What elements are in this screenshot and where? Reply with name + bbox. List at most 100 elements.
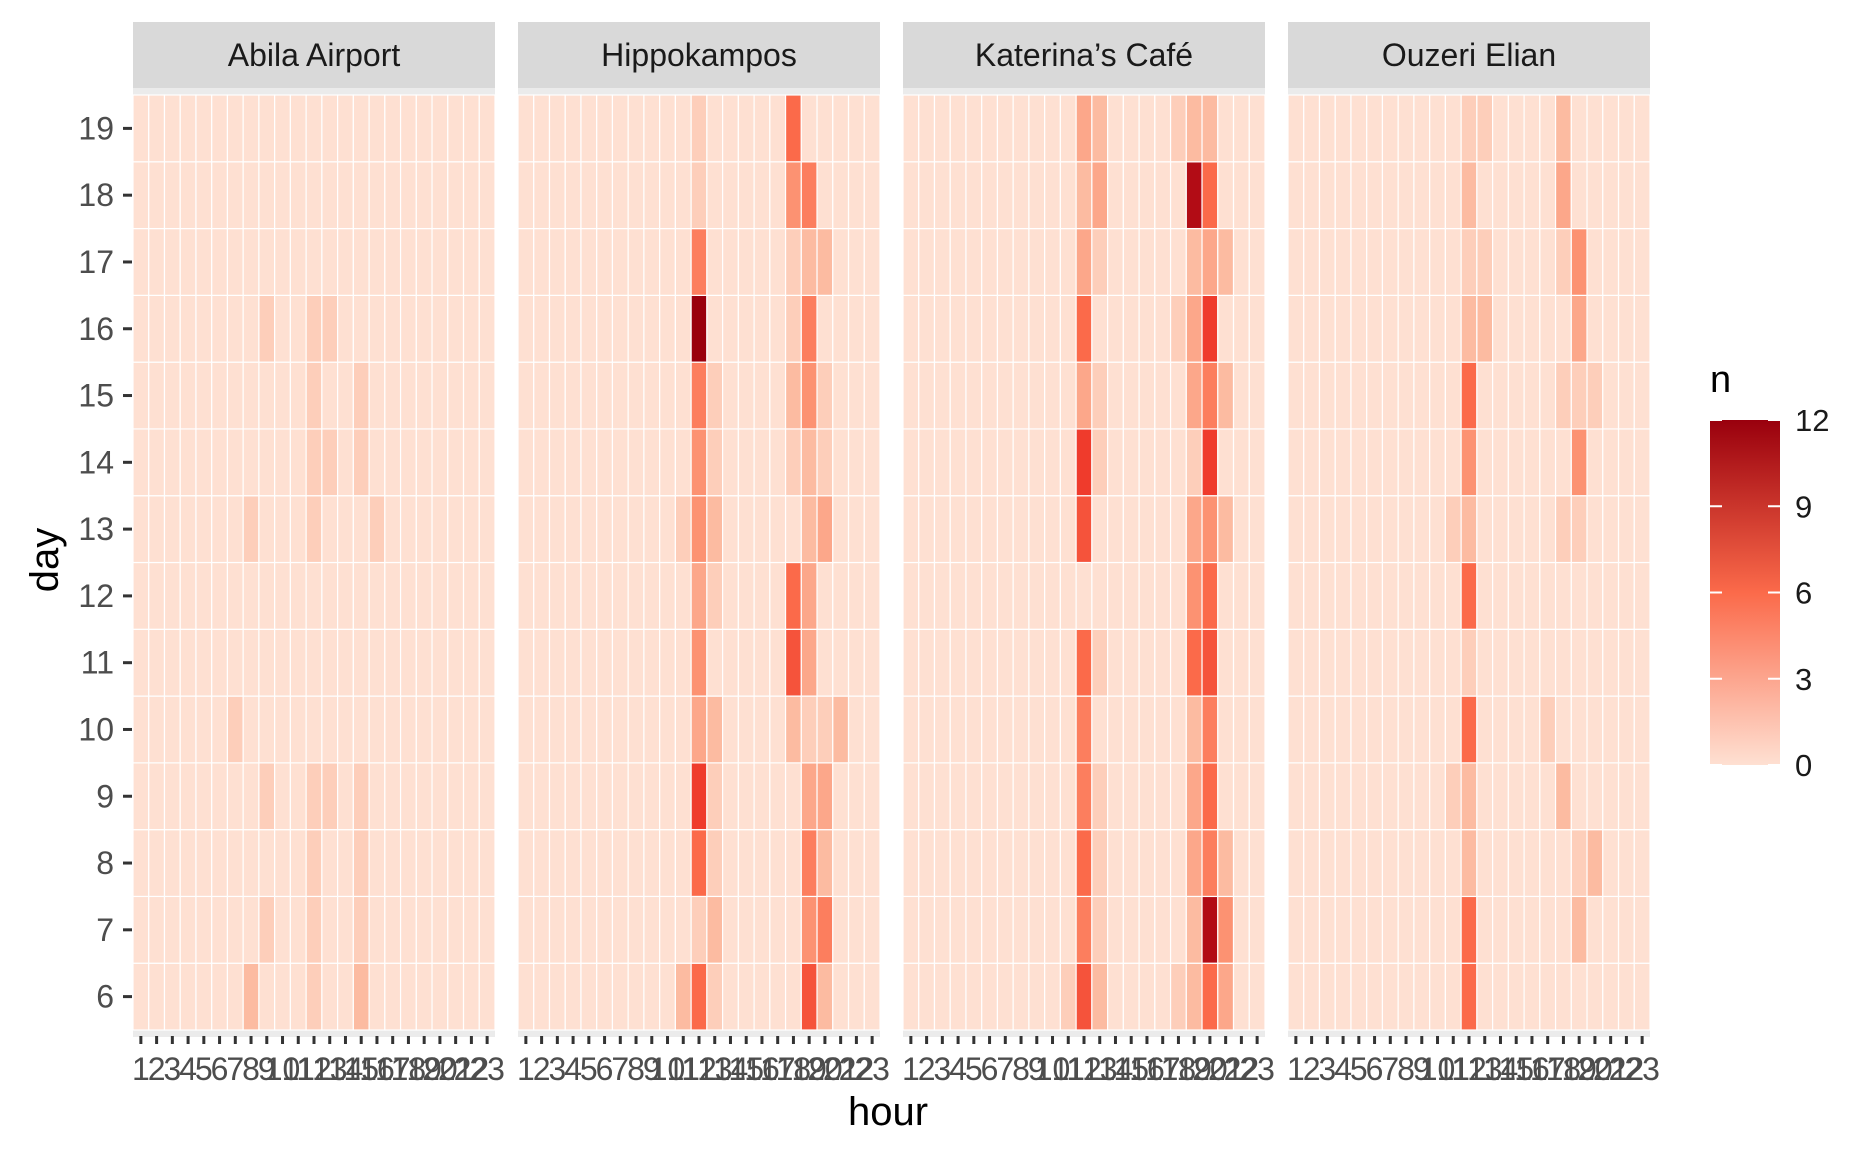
- heatmap-tile: [478, 227, 496, 296]
- heatmap-tile: [1318, 227, 1336, 296]
- heatmap-tile: [816, 561, 834, 630]
- heatmap-tile: [753, 94, 771, 163]
- heatmap-tile: [1476, 428, 1494, 497]
- heatmap-tile: [148, 762, 166, 831]
- heatmap-tile: [462, 361, 480, 430]
- heatmap-tile: [368, 227, 386, 296]
- heatmap-tile: [784, 227, 802, 296]
- heatmap-tile: [226, 161, 244, 230]
- heatmap-tile: [902, 829, 920, 898]
- heatmap-tile: [1232, 161, 1250, 230]
- heatmap-tile: [627, 561, 645, 630]
- heatmap-tile: [706, 428, 724, 497]
- heatmap-tile: [1107, 361, 1124, 430]
- heatmap-tile: [352, 361, 370, 430]
- heatmap-tile: [1154, 428, 1172, 497]
- heatmap-tile: [274, 428, 291, 497]
- heatmap-tile: [1492, 762, 1509, 831]
- heatmap-tile: [847, 695, 865, 764]
- heatmap-tile: [949, 628, 967, 697]
- heatmap-tile: [722, 628, 739, 697]
- heatmap-tile: [163, 227, 181, 296]
- heatmap-tile: [431, 294, 449, 363]
- heatmap-tile: [1444, 361, 1462, 430]
- heatmap-tile: [1232, 895, 1250, 964]
- heatmap-tile: [706, 561, 724, 630]
- heatmap-tile: [564, 361, 582, 430]
- heatmap-tile: [1444, 962, 1462, 1031]
- heatmap-tile: [415, 628, 433, 697]
- heatmap-tile: [548, 361, 566, 430]
- heatmap-tile: [1169, 428, 1187, 497]
- heatmap-tile: [195, 227, 213, 296]
- heatmap-tile: [352, 561, 370, 630]
- heatmap-tile: [580, 94, 598, 163]
- heatmap-tile: [996, 962, 1014, 1031]
- heatmap-tile: [415, 227, 433, 296]
- heatmap-tile: [211, 895, 229, 964]
- x-tick-label: 19: [406, 1051, 442, 1087]
- heatmap-tile: [690, 895, 708, 964]
- heatmap-tile: [722, 161, 739, 230]
- heatmap-tile: [816, 294, 834, 363]
- heatmap-tile: [1586, 962, 1604, 1031]
- heatmap-tile: [447, 428, 465, 497]
- heatmap-tile: [737, 428, 755, 497]
- heatmap-tile: [902, 962, 920, 1031]
- facet-strip-label: Hippokampos: [601, 37, 797, 73]
- heatmap-tile: [148, 628, 166, 697]
- heatmap-tile: [1429, 628, 1446, 697]
- heatmap-tile: [564, 294, 582, 363]
- heatmap-tile: [1232, 361, 1250, 430]
- heatmap-tile: [1397, 628, 1415, 697]
- heatmap-tile: [1091, 962, 1109, 1031]
- heatmap-tile: [1201, 361, 1219, 430]
- heatmap-tile: [1107, 227, 1124, 296]
- heatmap-tile: [226, 829, 244, 898]
- heatmap-tile: [1350, 962, 1368, 1031]
- heatmap-tile: [163, 829, 181, 898]
- heatmap-tile: [1075, 361, 1093, 430]
- heatmap-tile: [1138, 962, 1156, 1031]
- heatmap-tile: [722, 227, 739, 296]
- heatmap-tile: [1539, 962, 1557, 1031]
- heatmap-tile: [918, 94, 936, 163]
- heatmap-tile: [1586, 161, 1604, 230]
- heatmap-tile: [1248, 161, 1266, 230]
- heatmap-tile: [902, 227, 920, 296]
- heatmap-tile: [517, 628, 535, 697]
- heatmap-tile: [769, 428, 787, 497]
- heatmap-tile: [384, 495, 402, 564]
- x-tick-label: 10: [1035, 1051, 1071, 1087]
- heatmap-tile: [415, 161, 433, 230]
- heatmap-tile: [352, 628, 370, 697]
- heatmap-tile: [706, 695, 724, 764]
- heatmap-tile: [384, 829, 402, 898]
- heatmap-tile: [1476, 962, 1494, 1031]
- heatmap-tile: [533, 94, 551, 163]
- x-tick-label: 12: [1451, 1051, 1487, 1087]
- heatmap-tile: [1334, 161, 1352, 230]
- heatmap-tile: [274, 361, 291, 430]
- heatmap-tile: [533, 561, 551, 630]
- heatmap-tile: [179, 962, 197, 1031]
- heatmap-tile: [289, 561, 307, 630]
- heatmap-tile: [337, 94, 354, 163]
- heatmap-tile: [226, 294, 244, 363]
- heatmap-tile: [1217, 829, 1235, 898]
- heatmap-tile: [533, 361, 551, 430]
- heatmap-tile: [1397, 962, 1415, 1031]
- heatmap-tile: [611, 428, 629, 497]
- heatmap-tile: [611, 628, 629, 697]
- heatmap-tile: [659, 561, 676, 630]
- heatmap-tile: [769, 161, 787, 230]
- heatmap-tile: [195, 294, 213, 363]
- heatmap-tile: [753, 294, 771, 363]
- heatmap-tile: [674, 161, 692, 230]
- heatmap-tile: [226, 695, 244, 764]
- heatmap-tile: [1185, 294, 1203, 363]
- heatmap-tile: [965, 695, 983, 764]
- heatmap-tile: [1185, 361, 1203, 430]
- heatmap-tile: [706, 962, 724, 1031]
